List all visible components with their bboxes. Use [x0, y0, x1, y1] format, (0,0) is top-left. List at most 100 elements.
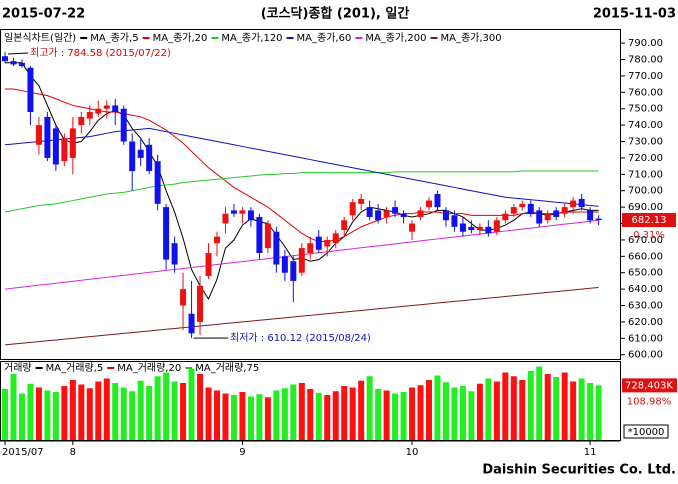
ma-line	[5, 88, 599, 243]
ma-line	[4, 170, 599, 213]
candle-body	[493, 220, 500, 232]
annotation-arrow	[7, 52, 29, 55]
volume-bar	[230, 395, 237, 440]
volume-bar	[163, 372, 170, 440]
x-tick-label: 2015/07	[2, 447, 44, 458]
volume-bar	[52, 392, 59, 440]
y-tick-label: 760.00	[628, 87, 663, 98]
y-tick-label: 600.00	[628, 350, 663, 361]
last-volume-box	[622, 378, 677, 393]
volume-bar	[341, 386, 348, 440]
volume-bar	[510, 376, 517, 440]
candle-body	[426, 200, 432, 208]
candle-body	[561, 207, 568, 214]
candle-body	[570, 200, 577, 208]
volume-bar	[273, 390, 280, 440]
candle-body	[298, 248, 305, 273]
candle-body	[324, 239, 331, 247]
ma-line	[4, 127, 599, 207]
annotation: 최고가 : 784.58 (2015/07/22)	[30, 47, 171, 59]
volume-bar	[298, 383, 305, 440]
legend-entry: MA_거래량,5	[46, 362, 104, 374]
volume-ratio-label: 108.98%	[627, 396, 672, 407]
candle-body	[222, 213, 229, 224]
volume-unit-label: *10000	[628, 427, 665, 438]
volume-bar	[587, 383, 594, 440]
y-tick-label: 610.00	[628, 333, 663, 344]
candle-body	[103, 105, 110, 109]
y-tick-label: 620.00	[628, 317, 663, 328]
candle-body	[188, 313, 195, 334]
volume-bar	[485, 378, 492, 440]
candle-body	[120, 108, 127, 142]
volume-bar	[69, 380, 76, 440]
candle-body	[230, 210, 237, 214]
volume-bar	[383, 390, 390, 440]
candle-body	[256, 216, 263, 254]
candle-body	[2, 56, 8, 62]
volume-bar	[112, 383, 119, 440]
candle-body	[510, 207, 517, 214]
candle-body	[307, 243, 314, 254]
volume-bar	[315, 392, 322, 440]
y-tick-label: 660.00	[628, 251, 663, 262]
volume-bar	[2, 389, 8, 440]
candle-body	[485, 226, 492, 234]
volume-bar	[86, 388, 93, 440]
volume-bar	[205, 387, 212, 440]
footer: Daishin Securities Co. Ltd.	[482, 463, 676, 478]
candle-body	[502, 213, 509, 221]
volume-bar	[349, 387, 356, 440]
candle-body	[417, 210, 424, 217]
candle-body	[442, 210, 449, 221]
volume-bar	[154, 376, 161, 440]
candle-body	[214, 236, 220, 244]
volume-bar	[95, 381, 102, 440]
candle-body	[468, 226, 475, 231]
candle-body	[349, 202, 356, 216]
y-tick-label: 650.00	[628, 268, 663, 279]
volume-bar	[307, 389, 314, 440]
candle-body	[69, 128, 76, 158]
volume-bar	[281, 388, 288, 440]
candle-body	[366, 207, 373, 217]
volume-bar	[468, 391, 475, 440]
candle-body	[519, 203, 526, 208]
legend-title: 거래량	[4, 362, 32, 374]
candle-body	[459, 223, 466, 232]
candle-body	[163, 207, 170, 260]
candle-body	[78, 116, 85, 126]
candle-body	[197, 285, 204, 322]
volume-bar	[332, 391, 339, 440]
volume-bar	[570, 381, 577, 440]
volume-bar	[553, 377, 560, 440]
volume-bar	[578, 378, 585, 440]
candle-body	[129, 141, 136, 172]
candle-body	[578, 198, 585, 208]
volume-bar	[476, 383, 483, 440]
volume-bar	[561, 372, 568, 440]
y-tick-label: 720.00	[628, 153, 663, 164]
volume-bar	[519, 380, 526, 440]
last-price-label: 682.13	[632, 215, 667, 226]
annotation: 최저가 : 610.12 (2015/08/24)	[230, 332, 371, 344]
legend-entry: MA_거래량,20	[117, 362, 181, 374]
volume-bar	[434, 375, 441, 440]
volume-bar	[392, 393, 399, 440]
legend-entry: MA_종가,300	[440, 32, 501, 44]
volume-bar	[442, 382, 449, 440]
y-tick-label: 750.00	[628, 104, 663, 115]
y-tick-label: 670.00	[628, 235, 663, 246]
volume-bar	[10, 374, 17, 440]
candle-body	[434, 194, 441, 208]
volume-bar	[366, 376, 373, 440]
candle-body	[595, 218, 602, 221]
volume-bar	[137, 380, 144, 440]
candle-body	[112, 105, 119, 112]
y-tick-label: 780.00	[628, 55, 663, 66]
candle-body	[332, 233, 339, 244]
candle-body	[247, 210, 254, 221]
volume-bar	[35, 387, 42, 440]
candle-body	[409, 223, 416, 232]
